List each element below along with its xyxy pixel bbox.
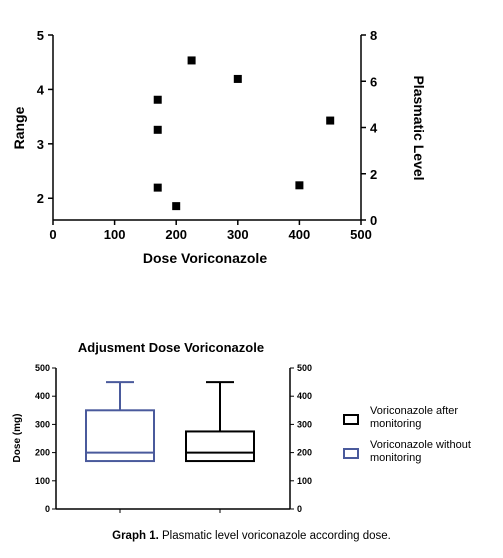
- scatter-x-tick-label: 500: [350, 227, 372, 242]
- box-y2-tick-label: 300: [297, 419, 312, 429]
- box-y2-tick-label: 100: [297, 476, 312, 486]
- scatter-y2-ticks: 0 2 4 6 8: [361, 28, 378, 228]
- box-without-monitoring: [85, 381, 155, 463]
- box-y2-ticks: 0 100 200 300 400 500: [290, 363, 312, 514]
- legend-swatch: [343, 414, 359, 425]
- scatter-y-ticks: 2 3 4 5: [37, 28, 53, 206]
- scatter-x-axis-title: Dose Voriconazole: [143, 250, 267, 266]
- box-y-tick-label: 500: [35, 363, 50, 373]
- box-y2-tick-label: 200: [297, 448, 312, 458]
- scatter-point: [153, 95, 162, 104]
- scatter-point: [326, 116, 335, 125]
- scatter-x-ticks: 0 100 200 300 400 500: [49, 220, 372, 242]
- scatter-point: [153, 125, 162, 134]
- box-y-ticks: 0 100 200 300 400 500: [35, 363, 56, 514]
- scatter-x-tick-label: 100: [104, 227, 126, 242]
- caption-label: Graph 1.: [112, 530, 159, 542]
- scatter-point: [172, 202, 181, 211]
- box-series: [85, 381, 255, 463]
- scatter-y-tick-label: 4: [37, 82, 45, 97]
- scatter-y-tick-label: 3: [37, 137, 44, 152]
- scatter-x-tick-label: 400: [289, 227, 311, 242]
- box-chart-title: Adjusment Dose Voriconazole: [78, 340, 264, 355]
- legend-label-line: Voriconazole without: [370, 439, 471, 451]
- scatter-x-tick-label: 0: [49, 227, 56, 242]
- figure-caption: Graph 1. Plasmatic level voriconazole ac…: [0, 530, 503, 542]
- scatter-point: [295, 181, 304, 190]
- scatter-y2-tick-label: 0: [370, 213, 377, 228]
- legend-label-line: monitoring: [370, 452, 421, 464]
- box-y2-tick-label: 0: [297, 504, 302, 514]
- scatter-point: [187, 56, 196, 65]
- box-y-tick-label: 100: [35, 476, 50, 486]
- scatter-point: [153, 183, 162, 192]
- scatter-y-axis-title: Range: [11, 106, 27, 149]
- scatter-points: [153, 56, 335, 211]
- box-y-tick-label: 0: [45, 504, 50, 514]
- scatter-y2-tick-label: 4: [370, 121, 378, 136]
- scatter-y2-axis-title: Plasmatic Level: [411, 75, 427, 180]
- legend-swatch: [343, 448, 359, 459]
- figure-canvas: 0 100 200 300 400 500 2 3 4 5 0 2 4 6 8 Dose Voricon…: [11, 28, 471, 514]
- box-y-tick-label: 300: [35, 419, 50, 429]
- box-iqr: [185, 430, 255, 463]
- scatter-y2-tick-label: 8: [370, 28, 377, 43]
- box-y-tick-label: 400: [35, 391, 50, 401]
- legend-label: Voriconazole after monitoring: [370, 405, 458, 430]
- box-y2-tick-label: 500: [297, 363, 312, 373]
- scatter-y-tick-label: 5: [37, 28, 44, 43]
- box-chart: Adjusment Dose Voriconazole 0 100 200 300 40…: [12, 340, 471, 514]
- caption-text: Plasmatic level voriconazole according d…: [158, 530, 391, 542]
- box-y2-tick-label: 400: [297, 391, 312, 401]
- legend-label: Voriconazole without monitoring: [370, 439, 471, 464]
- scatter-y-tick-label: 2: [37, 191, 44, 206]
- box-y-axis-title: Dose (mg): [12, 414, 23, 463]
- scatter-y2-tick-label: 2: [370, 167, 377, 182]
- scatter-chart: 0 100 200 300 400 500 2 3 4 5 0 2 4 6 8 Dose Voricon…: [11, 28, 427, 266]
- legend-label-line: Voriconazole after: [370, 405, 458, 417]
- scatter-x-tick-label: 300: [227, 227, 249, 242]
- box-after-monitoring: [185, 381, 255, 463]
- legend-label-line: monitoring: [370, 418, 421, 430]
- scatter-x-tick-label: 200: [165, 227, 187, 242]
- box-y-tick-label: 200: [35, 448, 50, 458]
- box-iqr: [85, 409, 155, 463]
- box-x-ticks: [119, 509, 221, 513]
- scatter-point: [233, 74, 242, 83]
- box-legend: Voriconazole after monitoringVoriconazole…: [343, 405, 471, 464]
- scatter-y2-tick-label: 6: [370, 74, 377, 89]
